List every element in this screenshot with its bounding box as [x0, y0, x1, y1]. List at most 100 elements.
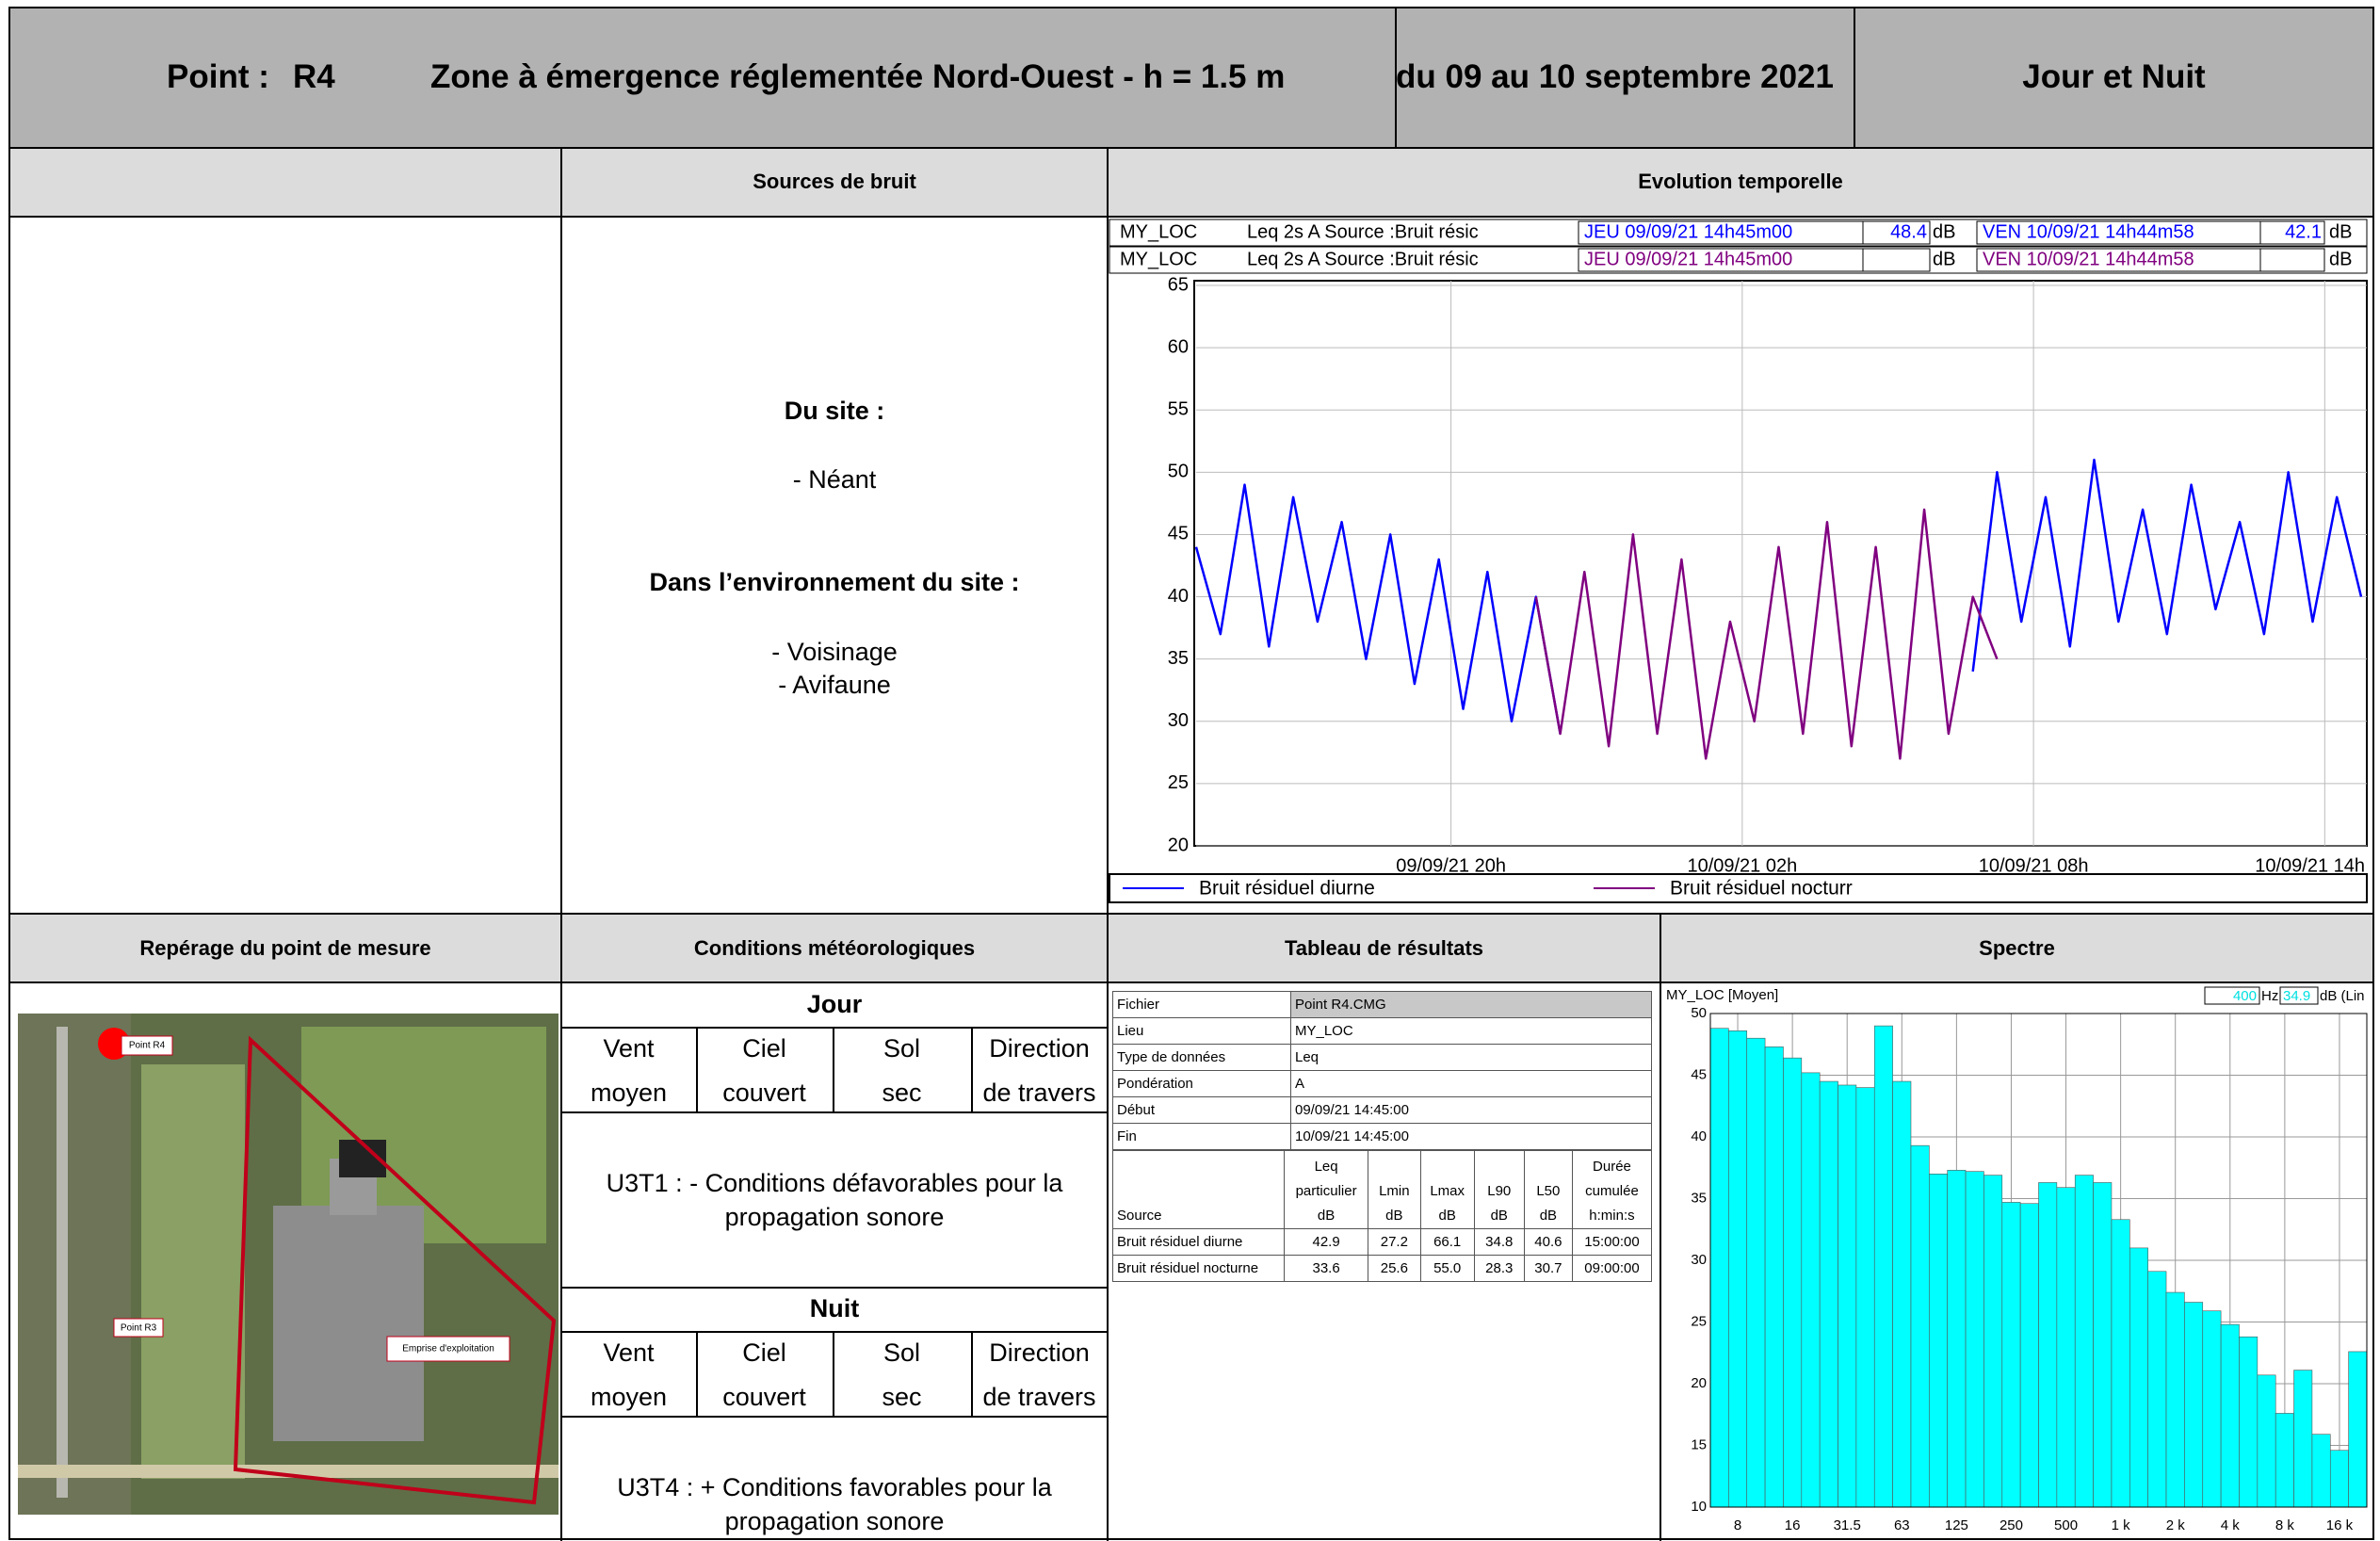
meteo-cell: Sol	[833, 1034, 971, 1063]
result-cell: 28.3	[1474, 1256, 1524, 1282]
bar	[2039, 1182, 2057, 1507]
header-line: Leq	[1288, 1155, 1364, 1179]
meteo-period: Jour	[561, 990, 1108, 1019]
cursor-text: 42.1	[2285, 221, 2322, 242]
header-line: Lmin	[1372, 1179, 1417, 1204]
cursor-text: Leq 2s A Source :Bruit résic	[1247, 221, 1479, 242]
header-line: L90	[1479, 1179, 1520, 1204]
result-row: Bruit résiduel diurne42.927.266.134.840.…	[1113, 1229, 1652, 1256]
bar	[1728, 1030, 1746, 1507]
aerial-map: Point R4 Point R3 Emprise d'exploitation	[18, 1014, 559, 1515]
sources-heading: Du site :	[561, 397, 1108, 426]
bar	[1783, 1058, 1801, 1507]
x-tick-label: 500	[2054, 1517, 2078, 1533]
cursor-text: VEN 10/09/21 14h44m58	[1983, 249, 2194, 269]
bar	[2148, 1272, 2166, 1507]
bar	[2203, 1311, 2221, 1507]
rule	[561, 1027, 1108, 1029]
header-line: Source	[1117, 1204, 1280, 1228]
meteo-cell: Direction	[971, 1338, 1108, 1368]
bar	[2312, 1435, 2330, 1507]
y-tick-label: 45	[1691, 1066, 1707, 1082]
frame: Point R4 Point R3 Emprise d'exploitation…	[0, 0, 2380, 1541]
info-cell: Lieu	[1113, 1018, 1291, 1045]
header-cell: Duréecumuléeh:min:s	[1572, 1151, 1651, 1229]
cursor-text: Leq 2s A Source :Bruit résic	[1247, 249, 1479, 269]
map-label: Point R3	[121, 1323, 157, 1334]
rule	[561, 1416, 1108, 1418]
bar	[2184, 1303, 2202, 1507]
y-tick-label: 20	[1691, 1375, 1707, 1391]
cursor-text: JEU 09/09/21 14h45m00	[1584, 249, 1792, 269]
meteo-cell: sec	[833, 1383, 971, 1412]
info-cell: Fichier	[1113, 992, 1291, 1018]
cursor-text: MY_LOC	[1120, 221, 1197, 242]
cursor-text: 34.9	[2283, 988, 2310, 1004]
header-line: dB	[1288, 1204, 1364, 1228]
bar	[1765, 1046, 1783, 1507]
cursor-text: dB (Lin	[2320, 988, 2365, 1004]
sources-heading: Dans l’environnement du site :	[561, 568, 1108, 597]
bar	[2258, 1375, 2275, 1507]
result-cell: 25.6	[1368, 1256, 1421, 1282]
y-tick-label: 50	[1168, 462, 1189, 482]
meteo-conditions: U3T1 : - Conditions défavorables pour la…	[580, 1166, 1089, 1234]
header-line: Durée	[1577, 1155, 1647, 1179]
result-cell: 42.9	[1285, 1229, 1368, 1256]
header-line: particulier	[1288, 1179, 1364, 1204]
section-title: Sources de bruit	[561, 170, 1108, 194]
y-tick-label: 35	[1168, 648, 1189, 669]
bar	[2221, 1324, 2239, 1507]
y-tick-label: 30	[1168, 710, 1189, 731]
result-cell: Bruit résiduel diurne	[1113, 1229, 1285, 1256]
cursor-box	[1863, 249, 1930, 271]
cursor-text: Hz	[2261, 988, 2278, 1004]
cursor-box	[2260, 249, 2324, 271]
info-cell: MY_LOC	[1291, 1018, 1652, 1045]
bar	[2020, 1204, 2038, 1507]
point-label: Point :	[167, 58, 269, 96]
result-cell: 34.8	[1474, 1229, 1524, 1256]
section-title: Tableau de résultats	[1108, 936, 1660, 961]
meteo-cell: couvert	[696, 1079, 833, 1108]
info-row: PondérationA	[1113, 1071, 1652, 1097]
header-line: dB	[1479, 1204, 1520, 1228]
bar	[2349, 1352, 2367, 1507]
map-label: Emprise d'exploitation	[402, 1344, 494, 1354]
result-cell: 33.6	[1285, 1256, 1368, 1282]
bar	[2330, 1451, 2348, 1507]
x-tick-label: 8	[1734, 1517, 1741, 1533]
dates: du 09 au 10 septembre 2021	[1396, 58, 1834, 96]
bar	[1929, 1174, 1947, 1507]
bar	[1856, 1088, 1874, 1507]
y-tick-label: 50	[1691, 1005, 1707, 1021]
period: Jour et Nuit	[1854, 58, 2373, 96]
y-tick-label: 40	[1168, 586, 1189, 607]
meteo-period: Nuit	[561, 1294, 1108, 1323]
header-cell: Source	[1113, 1151, 1285, 1229]
bar	[1802, 1073, 1820, 1507]
source-item: - Avifaune	[561, 671, 1108, 700]
map-label: Point R4	[129, 1041, 166, 1051]
cursor-text: VEN 10/09/21 14h44m58	[1983, 221, 2194, 242]
header-cell: L90dB	[1474, 1151, 1524, 1229]
meteo-cell: Vent	[561, 1034, 696, 1063]
x-tick-label: 8 k	[2275, 1517, 2295, 1533]
meteo-cell: Ciel	[696, 1338, 833, 1368]
y-tick-label: 25	[1691, 1313, 1707, 1329]
bar	[2239, 1337, 2257, 1507]
bar	[2166, 1292, 2184, 1507]
info-cell: Point R4.CMG	[1291, 992, 1652, 1018]
meteo-cell: couvert	[696, 1383, 833, 1412]
x-tick-label: 250	[2000, 1517, 2023, 1533]
meteo-cell: Sol	[833, 1338, 971, 1368]
info-cell: Fin	[1113, 1124, 1291, 1150]
rule	[561, 1287, 1108, 1289]
